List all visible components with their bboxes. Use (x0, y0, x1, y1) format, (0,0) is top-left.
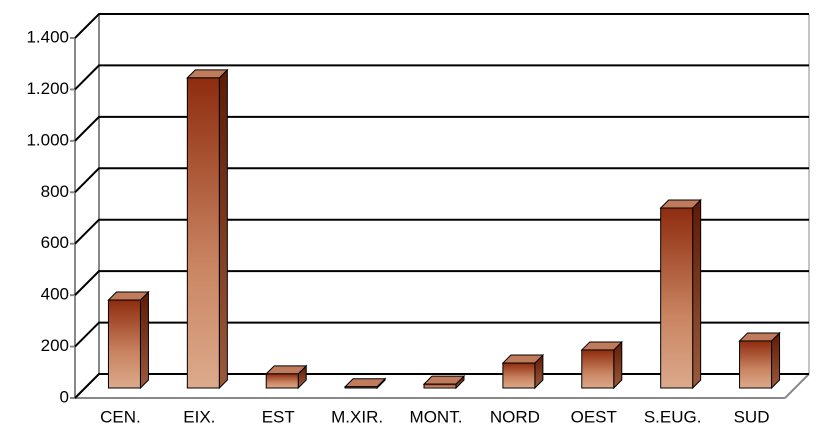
x-tick-label: M.XIR. (331, 407, 383, 426)
grid-line (74, 64, 809, 91)
grid-line (74, 270, 809, 296)
y-tick-label: 400 (41, 285, 69, 304)
bar (660, 207, 694, 389)
x-tick-label: NORD (490, 407, 540, 426)
x-tick-label: EST (262, 407, 295, 426)
bar (186, 77, 220, 389)
bar (581, 349, 615, 389)
x-tick-label: MONT. (410, 407, 463, 426)
bar (265, 373, 299, 389)
bar (423, 383, 457, 389)
grid-line (74, 115, 809, 142)
x-tick-label: EIX. (183, 407, 215, 426)
x-tick-label: S.EUG. (644, 407, 702, 426)
y-tick-label: 600 (41, 233, 69, 252)
bar-side (139, 290, 149, 390)
grid-line (74, 13, 809, 39)
grid-line (74, 321, 809, 348)
y-tick-label: 1.400 (26, 27, 69, 46)
y-tick-label: 1.000 (26, 130, 69, 149)
bar-side (771, 331, 781, 390)
bar (739, 340, 773, 389)
y-tick-label: 800 (41, 182, 69, 201)
grid-line (74, 373, 809, 399)
bar (344, 386, 378, 389)
bar-side (218, 68, 228, 390)
floor-edge (784, 373, 810, 399)
y-tick-label: 200 (41, 336, 69, 355)
y-tick-label: 0 (60, 387, 69, 406)
bar (502, 362, 536, 389)
x-tick-label: OEST (571, 407, 617, 426)
y-tick-label: 1.200 (26, 79, 69, 98)
grid-line (74, 167, 809, 193)
x-tick-label: SUD (734, 407, 770, 426)
bar (107, 299, 141, 389)
bar-side (692, 198, 702, 390)
grid-line (74, 218, 809, 245)
x-tick-label: CEN. (100, 407, 141, 426)
